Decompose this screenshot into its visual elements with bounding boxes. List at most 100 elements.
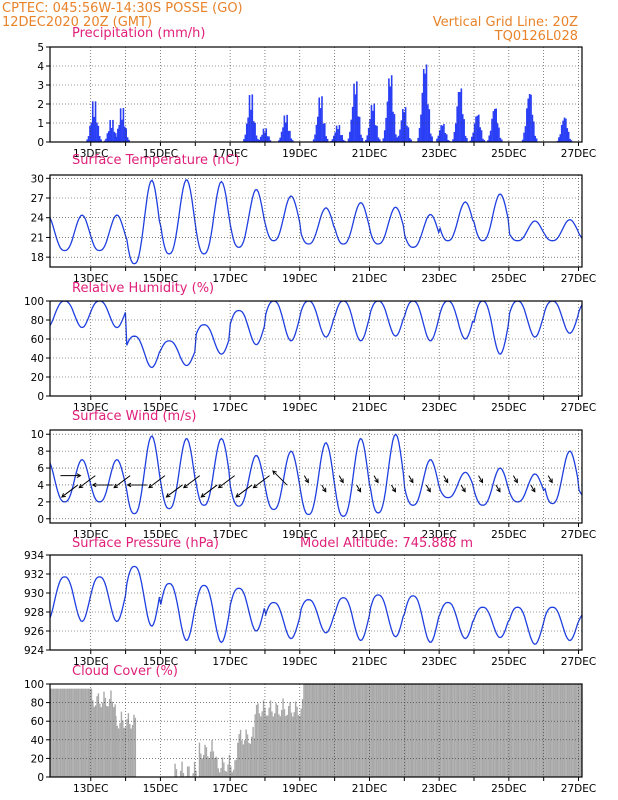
wind-arrowhead	[165, 493, 171, 498]
panel-title-cloud: Cloud Cover (%)	[72, 664, 178, 679]
ytick-label: 18	[31, 252, 44, 264]
cloud-bar	[181, 761, 183, 777]
xtick-label: 27DEC	[561, 656, 596, 668]
cloud-bar	[378, 684, 380, 777]
header-grid-note: Vertical Grid Line: 20Z	[433, 15, 578, 30]
xtick-label: 27DEC	[561, 783, 596, 795]
precip-bar	[531, 114, 534, 142]
wind-arrow	[113, 475, 131, 489]
cloud-bar	[200, 753, 202, 777]
panel-frame	[49, 46, 583, 143]
cloud-bar	[441, 684, 443, 777]
cloud-bar	[549, 684, 552, 777]
cloud-bar	[93, 706, 95, 777]
cloud-bar	[235, 759, 238, 777]
cloud-bar	[428, 684, 431, 777]
cloud-bar	[446, 684, 449, 777]
cloud-bar	[264, 707, 266, 777]
ytick-label: 0	[37, 514, 44, 526]
cloud-bar	[510, 684, 513, 777]
cloud-bar	[328, 684, 330, 777]
precip-bar	[448, 140, 451, 142]
cloud-bar	[453, 684, 456, 777]
cloud-bar	[467, 684, 470, 777]
cloud-bar	[193, 761, 196, 777]
cloud-bar	[452, 684, 454, 777]
xtick-label: 19DEC	[282, 273, 317, 285]
cloud-bar	[524, 684, 527, 777]
precip-bar	[594, 133, 596, 142]
cloud-bar	[481, 684, 484, 777]
precip-bar	[353, 83, 355, 142]
wind-arrow	[495, 484, 501, 493]
precip-bar	[399, 129, 401, 142]
cloud-bar	[414, 684, 417, 777]
precip-bar	[279, 137, 281, 142]
precip-bar	[444, 132, 447, 142]
cloud-bar	[66, 688, 69, 777]
precip-bar	[112, 119, 114, 142]
precip-bar	[333, 135, 335, 142]
precip-bar	[255, 135, 258, 142]
cloud-bar	[127, 713, 130, 777]
cloud-bar	[371, 684, 373, 777]
wind-arrowhead	[356, 487, 362, 493]
cloud-bar	[424, 684, 426, 777]
precip-bar	[534, 135, 537, 142]
cloud-bar	[257, 703, 259, 777]
precip-bar	[454, 123, 457, 142]
cloud-bar	[572, 684, 574, 777]
precip-bar	[244, 134, 247, 142]
precip-bar	[258, 139, 261, 142]
cloud-bar	[527, 684, 530, 777]
cloud-bar	[329, 684, 332, 777]
cloud-bar	[579, 684, 581, 777]
wind-arrowhead	[182, 483, 188, 489]
xtick-label: 25DEC	[491, 656, 526, 668]
cloud-bar	[388, 684, 390, 777]
wind-arrow	[478, 475, 483, 483]
cloud-bar	[474, 684, 477, 777]
cloud-bar	[265, 715, 268, 777]
wind-arrow	[218, 475, 235, 489]
cloud-bar	[89, 688, 91, 777]
cloud-bar	[368, 684, 371, 777]
precip-bar	[495, 108, 497, 142]
cloud-bar	[269, 700, 272, 777]
ytick-label: 27	[31, 193, 44, 205]
cloud-bar	[432, 684, 435, 777]
cloud-bar	[246, 734, 249, 777]
panel-frame	[49, 429, 583, 524]
precip-bar	[382, 138, 385, 142]
ytick-label: 928	[24, 607, 44, 619]
precip-bar	[530, 94, 532, 142]
cloud-bar	[403, 684, 406, 777]
cloud-bar	[223, 762, 225, 777]
cloud-bar	[526, 684, 528, 777]
precip-bar	[318, 97, 321, 142]
precip-bar	[499, 137, 502, 142]
wind-arrowhead	[76, 473, 82, 479]
cloud-bar	[431, 684, 433, 777]
header-code: TQ0126L028	[494, 29, 578, 44]
cloud-bar	[538, 684, 541, 777]
cloud-bar	[310, 684, 312, 777]
precip-bar	[560, 124, 563, 142]
ytick-label: 40	[31, 735, 44, 747]
precip-bar	[570, 140, 573, 142]
cloud-bar	[417, 684, 419, 777]
panel-title-precip: Precipitation (mm/h)	[72, 26, 205, 41]
wind-arrowhead	[272, 470, 277, 475]
precip-bar	[480, 130, 483, 142]
precip-bar	[440, 125, 442, 142]
cloud-bar	[496, 684, 499, 777]
cloud-bar	[505, 684, 507, 777]
wind-arrowhead	[374, 478, 379, 484]
cloud-bar	[214, 757, 216, 777]
precip-bar	[425, 64, 428, 142]
ytick-label: 60	[31, 334, 44, 346]
precip-bar	[392, 111, 394, 142]
precip-bar	[372, 110, 374, 142]
ytick-label: 40	[31, 353, 44, 365]
